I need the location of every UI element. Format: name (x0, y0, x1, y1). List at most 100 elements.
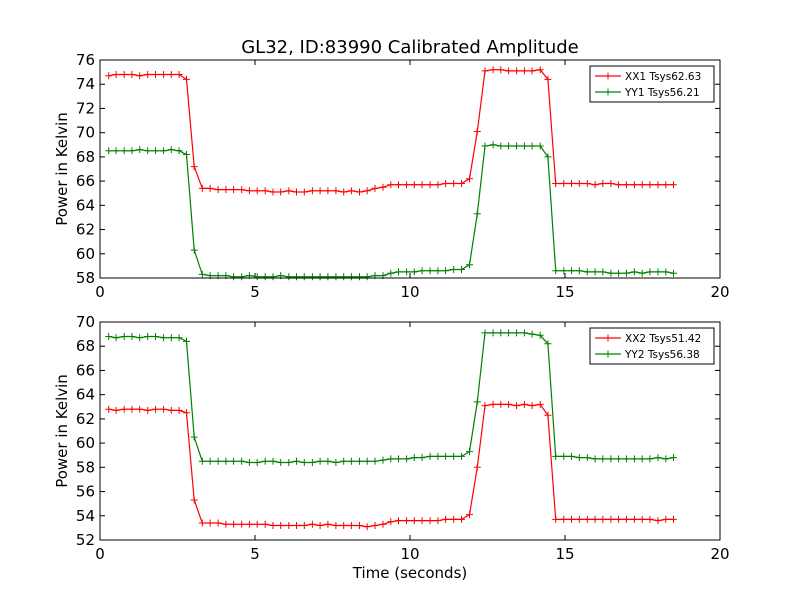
data-point (575, 515, 583, 523)
data-point (230, 457, 238, 465)
data-point (544, 340, 552, 348)
data-point (403, 517, 411, 525)
data-point (387, 455, 395, 463)
data-point (466, 448, 473, 456)
data-point (442, 515, 450, 523)
data-point (607, 455, 615, 463)
data-point (238, 520, 246, 528)
data-point (410, 181, 418, 189)
data-point (183, 409, 190, 417)
data-point (560, 267, 568, 275)
data-point (128, 147, 136, 155)
data-point (489, 329, 497, 337)
data-point (410, 517, 418, 525)
data-point (536, 66, 544, 74)
data-point (607, 515, 615, 523)
legend-entry: YY2 Tsys56.38 (624, 349, 700, 361)
data-point (568, 180, 575, 187)
series-xx-1 (105, 66, 677, 196)
data-point (654, 517, 662, 525)
data-point (607, 180, 615, 187)
data-point (363, 523, 371, 531)
data-point (662, 455, 670, 463)
data-point (167, 71, 175, 78)
data-point (269, 273, 277, 281)
data-point (190, 433, 198, 441)
data-point (410, 454, 418, 462)
data-point (230, 273, 238, 281)
data-point (324, 520, 332, 528)
legend: XX1 Tsys62.63 YY1 Tsys56.21 (589, 65, 715, 103)
data-point (622, 455, 630, 463)
data-point (167, 406, 175, 414)
y-tick-label: 56 (76, 483, 95, 501)
x-tick-label: 20 (710, 283, 729, 301)
data-point (277, 459, 285, 466)
data-point (222, 186, 230, 194)
legend-entry: YY1 Tsys56.21 (624, 87, 700, 99)
data-point (379, 520, 387, 528)
legend-marker (604, 334, 612, 342)
data-point (544, 411, 552, 419)
data-point (245, 520, 253, 528)
data-point (371, 184, 379, 192)
legend-entry: XX2 Tsys51.42 (625, 333, 701, 345)
data-point (403, 181, 411, 189)
data-point (300, 188, 308, 196)
data-point (575, 267, 583, 275)
data-point (120, 147, 128, 155)
data-point (261, 520, 269, 528)
data-point (183, 337, 190, 345)
data-point (300, 522, 308, 529)
data-point (646, 515, 654, 523)
y-tick-label: 60 (76, 245, 95, 263)
y-tick-label: 64 (76, 386, 95, 404)
data-point (583, 268, 591, 276)
data-point (599, 268, 607, 276)
data-point (520, 142, 528, 150)
data-point (371, 457, 379, 465)
data-point (300, 459, 308, 466)
data-point (160, 71, 168, 78)
data-point (395, 517, 402, 525)
x-tick-label: 0 (95, 283, 105, 301)
data-point (591, 268, 599, 276)
data-point (112, 147, 120, 155)
data-point (261, 273, 269, 281)
data-point (120, 71, 128, 78)
data-point (458, 180, 465, 187)
data-point (418, 454, 426, 462)
data-point (332, 187, 340, 195)
data-point (340, 273, 348, 281)
data-point (497, 142, 505, 150)
data-point (670, 454, 677, 462)
data-point (152, 147, 159, 155)
data-point (340, 188, 348, 196)
data-point (473, 398, 481, 406)
data-point (347, 457, 355, 465)
data-point (418, 181, 426, 189)
data-point (560, 515, 568, 523)
x-tick-label: 10 (400, 283, 419, 301)
series-line (108, 144, 674, 278)
data-point (568, 452, 575, 460)
data-point (395, 181, 402, 189)
data-point (426, 517, 434, 525)
y-tick-label: 58 (76, 458, 95, 476)
data-point (528, 67, 536, 75)
data-point (536, 331, 544, 339)
data-point (379, 456, 387, 464)
data-point (473, 128, 481, 135)
data-point (520, 329, 528, 337)
data-point (513, 67, 521, 75)
y-tick-label: 62 (76, 221, 95, 239)
data-point (450, 180, 458, 187)
subplot-1: Power in Kelvin 0 5 10 15 20 58 60 62 64 66 68 70 72 7… (53, 51, 730, 301)
data-point (222, 520, 230, 528)
data-point (160, 405, 168, 413)
data-point (167, 334, 175, 342)
data-point (316, 522, 324, 529)
data-point (395, 268, 402, 276)
data-point (269, 457, 277, 465)
data-point (128, 71, 136, 78)
